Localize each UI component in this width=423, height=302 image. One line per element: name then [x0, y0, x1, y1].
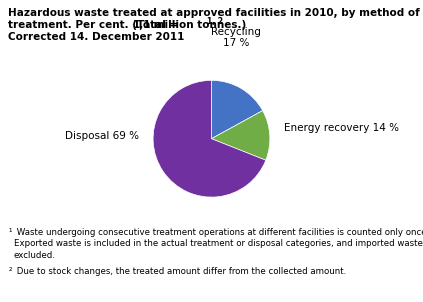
Text: Recycling
17 %: Recycling 17 % — [211, 27, 261, 48]
Text: Waste undergoing consecutive treatment operations at different facilities is cou: Waste undergoing consecutive treatment o… — [14, 228, 423, 260]
Wedge shape — [153, 80, 266, 197]
Text: ¹: ¹ — [8, 228, 12, 237]
Text: Disposal 69 %: Disposal 69 % — [65, 131, 138, 141]
Text: Hazardous waste treated at approved facilities in 2010, by method of: Hazardous waste treated at approved faci… — [8, 8, 420, 18]
Text: Due to stock changes, the treated amount differ from the collected amount.: Due to stock changes, the treated amount… — [14, 267, 346, 276]
Text: 1,1: 1,1 — [132, 20, 151, 30]
Wedge shape — [212, 80, 263, 139]
Text: Corrected 14. December 2011: Corrected 14. December 2011 — [8, 32, 185, 42]
Text: ²: ² — [8, 267, 12, 276]
Text: million tonnes.): million tonnes.) — [150, 20, 246, 30]
Text: 1, 2: 1, 2 — [207, 17, 223, 26]
Text: Energy recovery 14 %: Energy recovery 14 % — [285, 123, 399, 133]
Text: treatment. Per cent. (Total =: treatment. Per cent. (Total = — [8, 20, 182, 30]
Wedge shape — [212, 111, 270, 160]
